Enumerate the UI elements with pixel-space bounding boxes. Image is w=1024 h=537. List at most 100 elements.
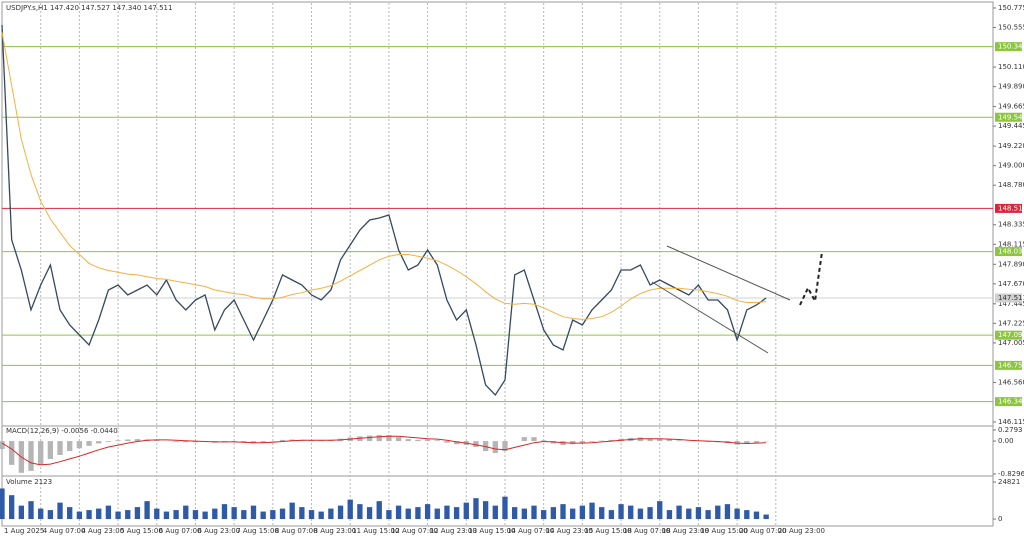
y-tick-label: 0.00 (998, 437, 1014, 445)
y-tick-label: 148.780 (998, 181, 1024, 189)
current-price-label: 147.511 (998, 294, 1024, 302)
volume-bar (415, 507, 421, 520)
volume-bar (695, 507, 702, 520)
volume-bar (86, 510, 92, 520)
volume-bar (676, 505, 682, 520)
volume-bar (453, 507, 460, 520)
volume-bar (212, 508, 218, 520)
x-tick-label: 5 Aug 15:00 (120, 527, 163, 535)
volume-bar (47, 510, 54, 520)
y-tick-label: 24821 (998, 478, 1020, 486)
grid-layer (2, 3, 996, 525)
volume-bar (608, 510, 615, 520)
volume-bar (337, 505, 344, 520)
x-tick-label: 20 Aug 07:00 (739, 527, 786, 535)
macd-bar (76, 441, 83, 449)
volume-bar (531, 505, 537, 520)
macd-bar (589, 441, 595, 442)
volume-bar (270, 510, 276, 520)
volume-bar (753, 511, 760, 520)
macd-bar (67, 441, 73, 452)
volume-bar (376, 501, 382, 520)
macd-bar (453, 441, 460, 445)
macd-bar (366, 435, 373, 442)
volume-bar (395, 505, 402, 520)
x-tick-label: 13 Aug 15:00 (468, 527, 515, 535)
volume-bar (105, 505, 112, 520)
volume-bar (463, 502, 469, 520)
y-tick-label: 147.670 (998, 280, 1024, 288)
volume-bar (473, 498, 479, 520)
macd-bar (57, 441, 63, 455)
volume-bar (250, 505, 257, 520)
volume-bar (424, 504, 431, 520)
y-tick-label: 150.555 (998, 24, 1024, 32)
y-tick-label: 147.445 (998, 300, 1024, 308)
macd-bar (86, 441, 92, 446)
x-tick-label: 20 Aug 23:00 (778, 527, 825, 535)
volume-bar (705, 510, 711, 520)
volume-bar (0, 488, 5, 520)
volume-bar (357, 504, 363, 520)
volume-bar (154, 508, 160, 520)
x-tick-label: 12 Aug 07:00 (391, 527, 438, 535)
volume-bar (560, 504, 566, 520)
text-layer: USDJPY.s,H1 147.420 147.527 147.340 147.… (4, 4, 1024, 535)
volume-bar (125, 510, 131, 520)
volume-bar (115, 511, 121, 520)
x-tick-label: 8 Aug 07:00 (275, 527, 318, 535)
macd-bar (96, 441, 102, 444)
x-tick-label: 6 Aug 23:00 (197, 527, 240, 535)
volume-bar (260, 511, 266, 520)
volume-bar (502, 496, 508, 520)
macd-bar (386, 435, 392, 442)
volume-bar (38, 508, 44, 520)
volume-bar (318, 511, 324, 520)
x-tick-label: 18 Aug 23:00 (662, 527, 709, 535)
macd-bar (608, 439, 615, 442)
macd-bar (666, 439, 673, 442)
level-label: 146.344 (998, 398, 1024, 406)
macd-bar (192, 441, 199, 443)
volume-bar (366, 507, 373, 520)
x-tick-label: 1 Aug 2025 (4, 527, 44, 535)
volume-bar (221, 504, 228, 520)
y-tick-label: 147.005 (998, 339, 1024, 347)
macd-bar (125, 439, 131, 442)
y-tick-label: -0.8296 (998, 470, 1024, 478)
volume-bar (686, 508, 692, 520)
x-tick-label: 15 Aug 15:00 (584, 527, 631, 535)
y-tick-label: 148.335 (998, 221, 1024, 229)
volume-bar (144, 501, 150, 520)
macd-bar (405, 439, 411, 442)
volume-bar (657, 501, 663, 520)
macd-bar (395, 437, 402, 442)
x-tick-label: 4 Aug 23:00 (81, 527, 124, 535)
y-tick-label: 0.2793 (998, 426, 1023, 434)
volume-bar (299, 507, 305, 520)
macd-bar (637, 437, 644, 442)
volume-bar (521, 508, 527, 520)
y-tick-label: 149.220 (998, 142, 1024, 150)
macd-bar (154, 439, 160, 442)
macd-bar (444, 441, 450, 443)
macd-bar (38, 441, 44, 465)
macd-bar (744, 441, 750, 444)
macd-bar (47, 441, 54, 459)
macd-bar (657, 438, 663, 442)
volume-bar (434, 508, 440, 520)
volume-bar (57, 502, 63, 520)
macd-bar (105, 441, 112, 442)
volume-bar (18, 505, 25, 520)
chart-title: USDJPY.s,H1 147.420 147.527 147.340 147.… (6, 4, 172, 12)
x-tick-label: 14 Aug 23:00 (546, 527, 593, 535)
x-tick-label: 12 Aug 23:00 (430, 527, 477, 535)
volume-bar (550, 507, 557, 520)
volume-bar (618, 504, 624, 520)
volume-bar (744, 510, 750, 520)
macd-bar (9, 441, 15, 465)
macd-bar (183, 441, 189, 443)
volume-bar (599, 507, 605, 520)
level-label-bg (995, 330, 1022, 340)
